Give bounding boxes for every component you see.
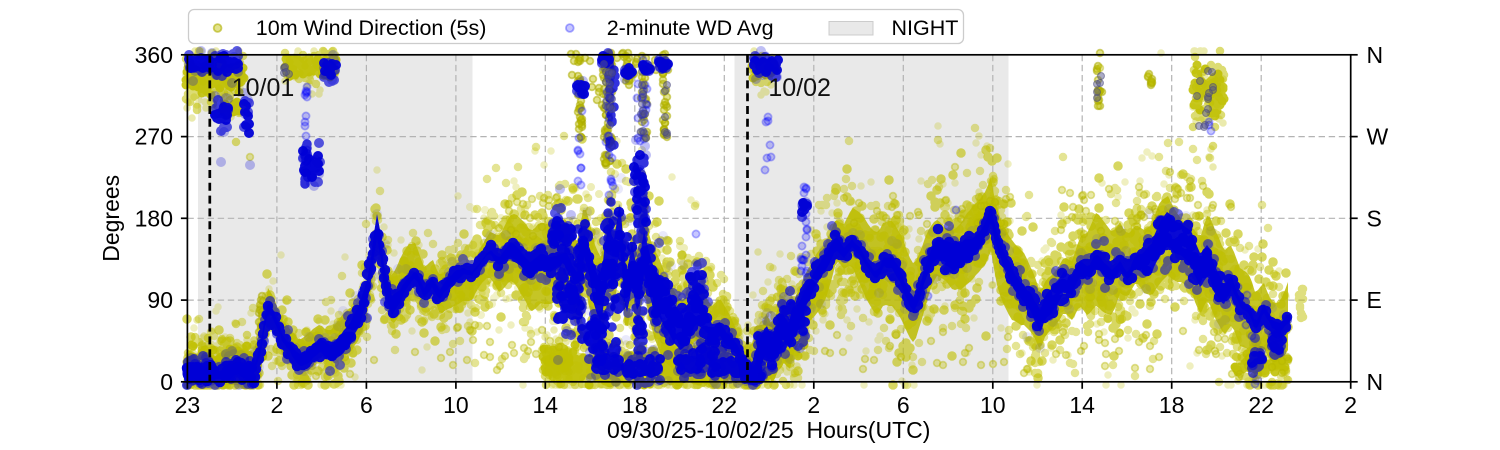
svg-text:10m Wind Direction (5s): 10m Wind Direction (5s)	[256, 16, 487, 40]
svg-text:S: S	[1367, 205, 1382, 231]
svg-text:0: 0	[160, 369, 173, 395]
svg-text:2: 2	[1344, 392, 1357, 418]
svg-text:10: 10	[980, 392, 1006, 418]
svg-text:90: 90	[147, 287, 173, 313]
svg-text:23: 23	[175, 392, 201, 418]
svg-text:6: 6	[897, 392, 910, 418]
svg-text:14: 14	[1069, 392, 1095, 418]
svg-text:14: 14	[533, 392, 559, 418]
svg-text:NIGHT: NIGHT	[892, 16, 959, 40]
svg-text:Degrees: Degrees	[98, 175, 124, 262]
svg-text:22: 22	[712, 392, 738, 418]
svg-text:2: 2	[271, 392, 284, 418]
svg-text:N: N	[1367, 369, 1384, 395]
svg-text:180: 180	[135, 205, 173, 231]
svg-text:10: 10	[443, 392, 469, 418]
svg-text:2: 2	[807, 392, 820, 418]
svg-text:6: 6	[360, 392, 373, 418]
svg-text:N: N	[1367, 42, 1384, 68]
svg-text:10/02: 10/02	[768, 74, 831, 102]
svg-text:360: 360	[135, 42, 173, 68]
svg-text:E: E	[1367, 287, 1382, 313]
svg-text:18: 18	[1159, 392, 1185, 418]
svg-text:270: 270	[135, 124, 173, 150]
svg-text:18: 18	[622, 392, 648, 418]
svg-text:W: W	[1367, 124, 1389, 150]
svg-text:22: 22	[1248, 392, 1274, 418]
svg-text:10/01: 10/01	[232, 74, 295, 102]
svg-text:2-minute WD Avg: 2-minute WD Avg	[607, 16, 774, 40]
svg-text:09/30/25-10/02/25 Hours(UTC): 09/30/25-10/02/25 Hours(UTC)	[607, 417, 930, 443]
